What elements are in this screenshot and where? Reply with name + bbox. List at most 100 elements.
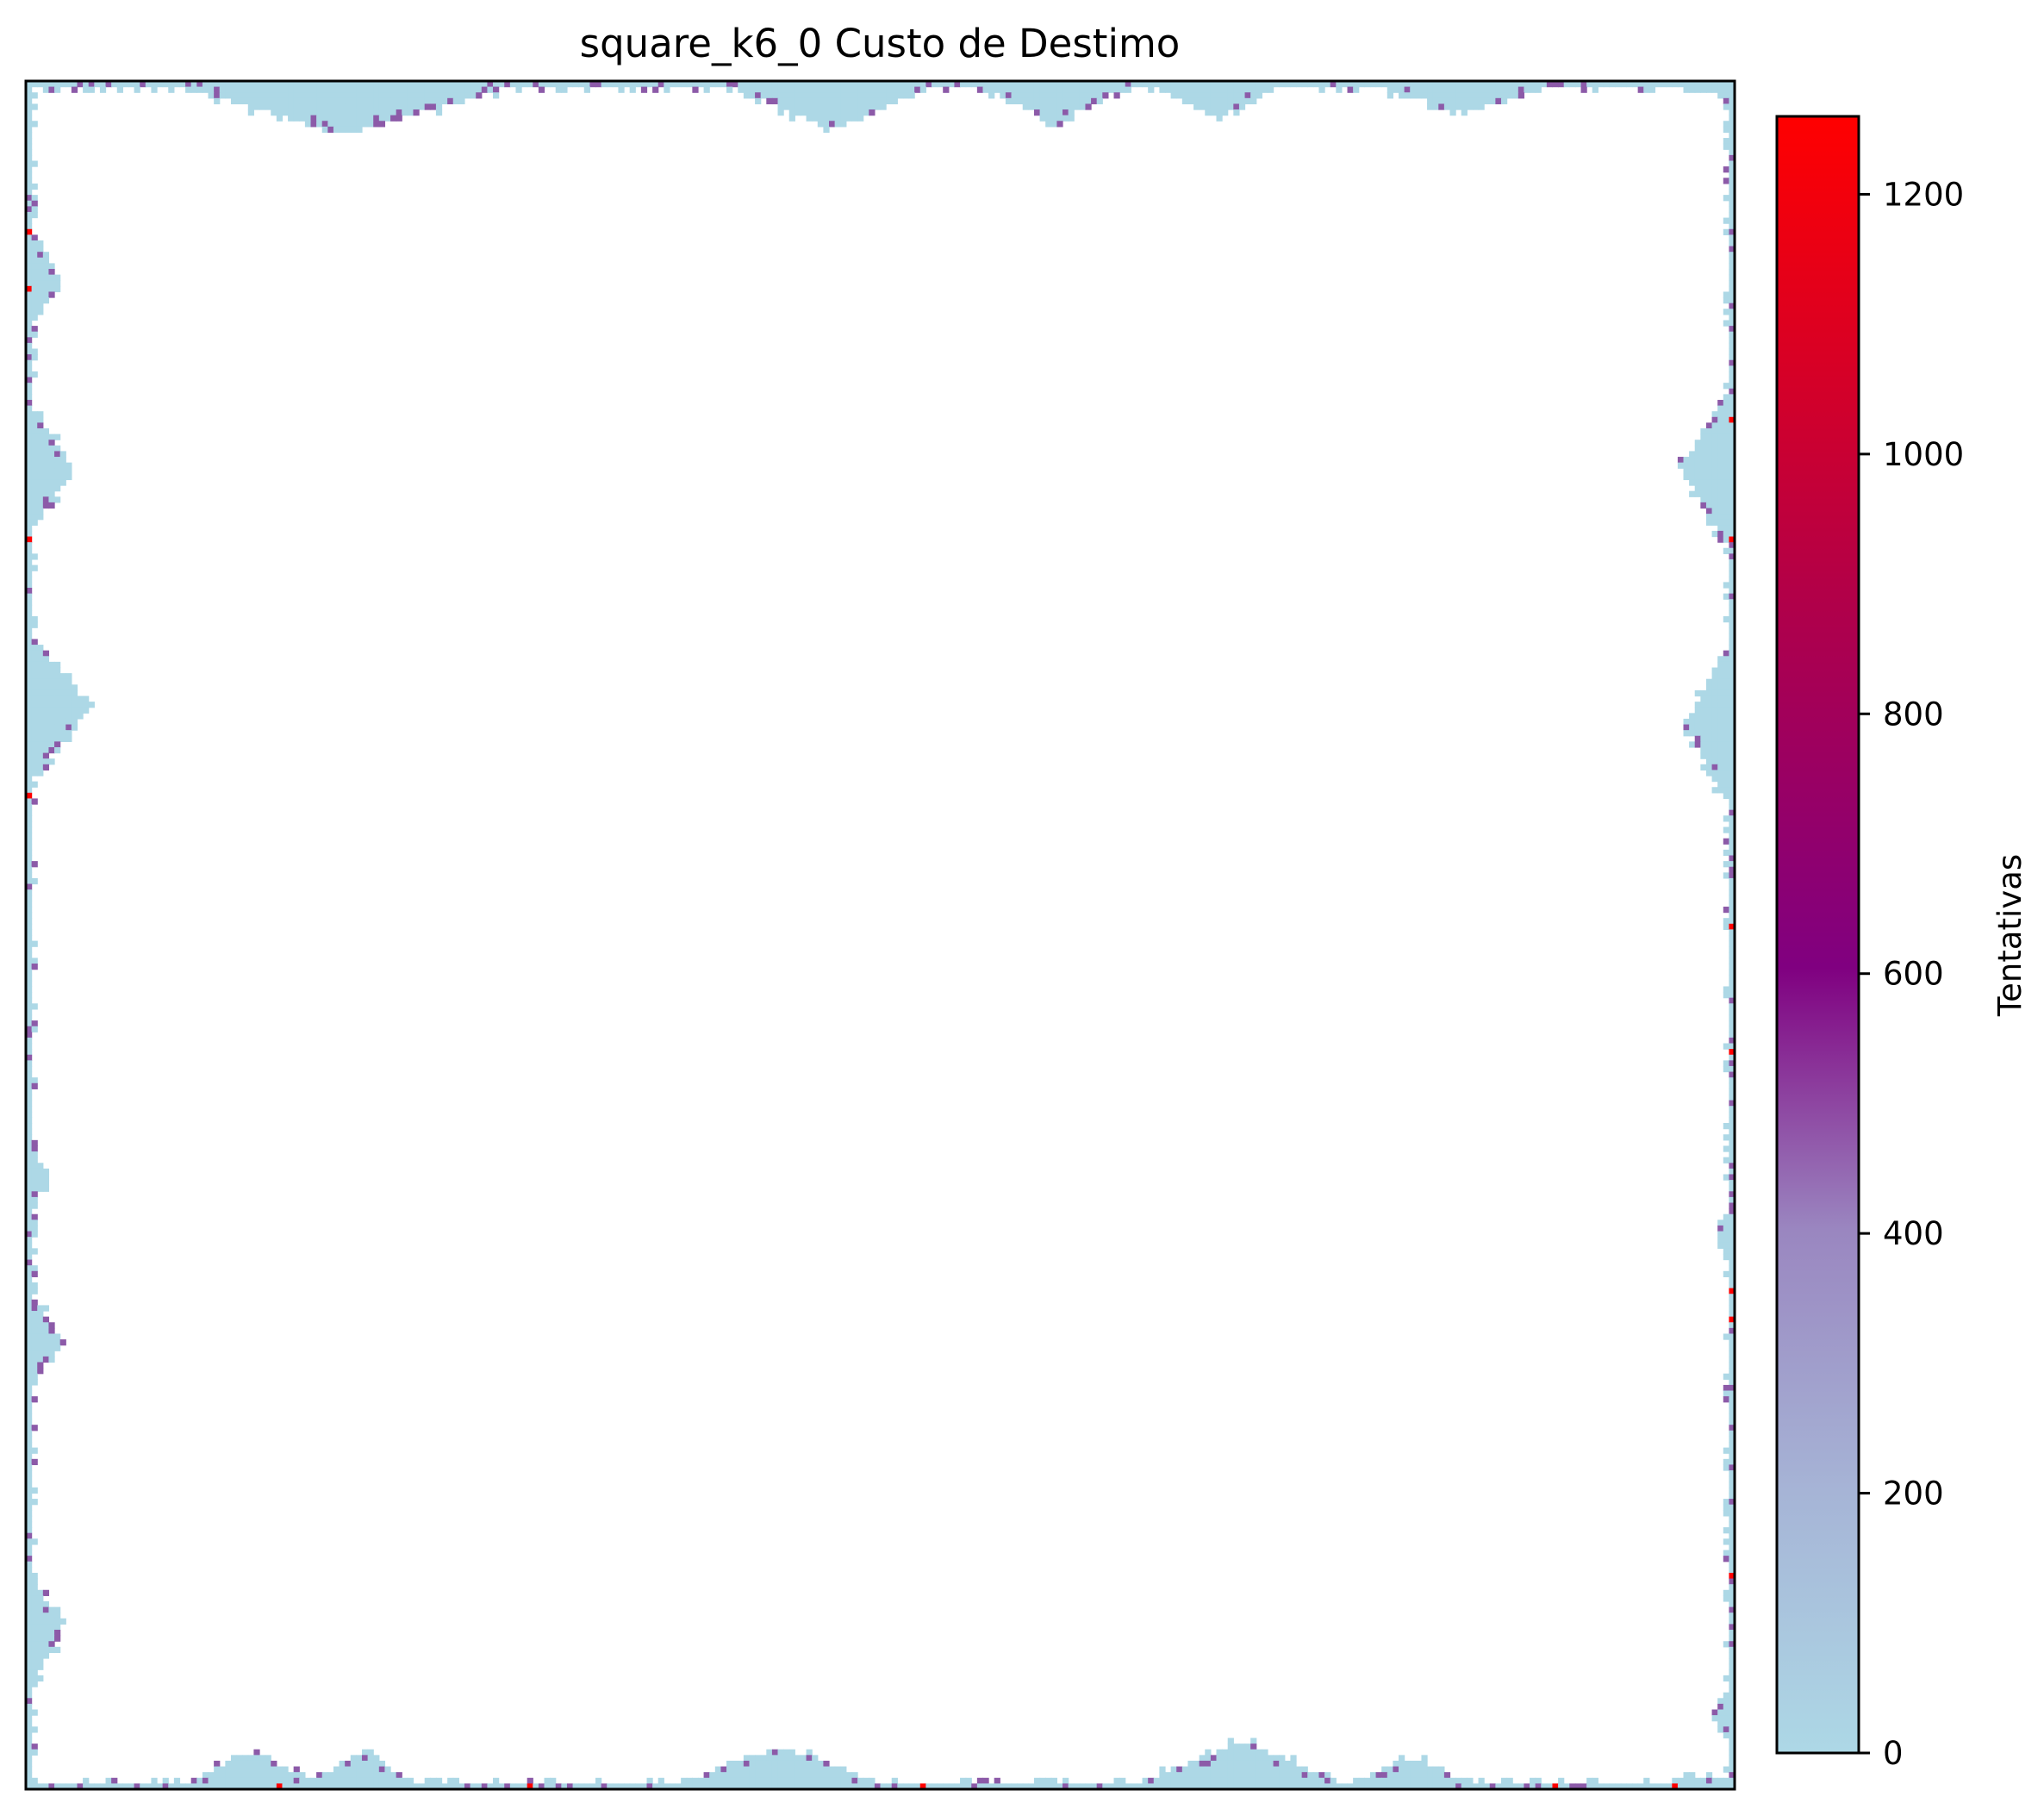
heatmap-cell xyxy=(1729,1777,1735,1784)
heatmap-cell xyxy=(1238,1766,1246,1773)
heatmap-cell xyxy=(976,86,984,93)
heatmap-cell xyxy=(1729,1584,1735,1591)
heatmap-cell xyxy=(1729,809,1735,816)
heatmap-cell xyxy=(37,514,44,521)
heatmap-cell xyxy=(310,115,317,122)
heatmap-cell xyxy=(1729,558,1735,566)
heatmap-cell xyxy=(384,109,391,116)
heatmap-cell xyxy=(1729,833,1735,839)
heatmap-cell xyxy=(766,1755,773,1762)
heatmap-cell xyxy=(777,103,784,110)
heatmap-cell xyxy=(1705,434,1713,440)
heatmap-cell xyxy=(54,667,61,674)
heatmap-cell xyxy=(1723,126,1729,134)
heatmap-cell xyxy=(253,1766,260,1773)
heatmap-cell xyxy=(857,103,864,110)
heatmap-cell xyxy=(1387,81,1393,88)
heatmap-cell xyxy=(458,86,465,93)
heatmap-cell xyxy=(1729,178,1735,184)
heatmap-cell xyxy=(1205,1783,1212,1789)
heatmap-cell xyxy=(1729,1220,1735,1226)
heatmap-cell xyxy=(48,81,55,88)
heatmap-cell xyxy=(812,103,819,110)
heatmap-cell xyxy=(37,645,44,652)
heatmap-cell xyxy=(71,689,78,697)
heatmap-cell xyxy=(1723,508,1729,515)
heatmap-cell xyxy=(1729,86,1735,93)
heatmap-cell xyxy=(48,496,55,503)
heatmap-cell xyxy=(310,121,317,128)
heatmap-cell xyxy=(26,217,33,224)
heatmap-cell xyxy=(54,684,61,691)
heatmap-cell xyxy=(31,309,38,315)
heatmap-cell xyxy=(1022,81,1029,88)
heatmap-cell xyxy=(845,103,853,110)
heatmap-cell xyxy=(1050,115,1058,122)
heatmap-cell xyxy=(1729,1237,1735,1244)
heatmap-cell xyxy=(1022,103,1029,110)
heatmap-cell xyxy=(42,1174,50,1181)
heatmap-cell xyxy=(1723,1692,1729,1699)
heatmap-cell xyxy=(550,1777,557,1784)
heatmap-cell xyxy=(840,115,847,122)
heatmap-cell xyxy=(42,280,50,287)
heatmap-cell xyxy=(345,81,352,88)
heatmap-cell xyxy=(31,1282,38,1289)
heatmap-cell xyxy=(1541,1783,1548,1789)
heatmap-cell xyxy=(26,1698,33,1705)
heatmap-cell xyxy=(339,86,346,93)
heatmap-cell xyxy=(1233,1772,1240,1779)
heatmap-cell xyxy=(1256,1760,1262,1768)
heatmap-cell xyxy=(327,103,334,110)
heatmap-cell xyxy=(1324,1777,1331,1784)
heatmap-cell xyxy=(37,508,44,515)
heatmap-cell xyxy=(350,97,357,105)
heatmap-cell xyxy=(1495,1783,1502,1789)
heatmap-cell xyxy=(65,473,72,481)
heatmap-cell xyxy=(1717,411,1724,418)
heatmap-cell xyxy=(26,684,33,691)
heatmap-cell xyxy=(157,81,164,88)
heatmap-cell xyxy=(1056,115,1063,122)
heatmap-cell xyxy=(83,86,90,93)
heatmap-cell xyxy=(1404,81,1411,88)
heatmap-cell xyxy=(1723,906,1729,914)
heatmap-cell xyxy=(1438,86,1445,93)
heatmap-cell xyxy=(589,81,596,88)
heatmap-cell xyxy=(1700,702,1707,708)
heatmap-cell xyxy=(83,1783,90,1789)
heatmap-cell xyxy=(1729,593,1735,600)
heatmap-cell xyxy=(1711,667,1718,674)
heatmap-cell xyxy=(1694,741,1701,748)
heatmap-cell xyxy=(726,81,733,88)
heatmap-cell xyxy=(26,109,33,116)
heatmap-cell xyxy=(1273,81,1280,88)
heatmap-cell xyxy=(31,673,38,680)
heatmap-cell xyxy=(1033,97,1041,105)
heatmap-cell xyxy=(48,758,55,765)
heatmap-cell xyxy=(26,1641,33,1648)
heatmap-cell xyxy=(1723,861,1729,868)
heatmap-cell xyxy=(1273,1766,1280,1773)
heatmap-cell xyxy=(26,1128,33,1135)
heatmap-cell xyxy=(1729,889,1735,896)
heatmap-cell xyxy=(71,724,78,731)
heatmap-cell xyxy=(1723,1556,1729,1563)
heatmap-cell xyxy=(1672,1783,1679,1789)
heatmap-cell xyxy=(225,1766,232,1773)
heatmap-cell xyxy=(361,103,369,110)
heatmap-cell xyxy=(145,81,153,88)
heatmap-cell xyxy=(1729,434,1735,440)
heatmap-cell xyxy=(1432,1777,1439,1784)
heatmap-cell xyxy=(943,86,950,93)
heatmap-cell xyxy=(65,673,72,680)
heatmap-cell xyxy=(424,92,431,99)
heatmap-cell xyxy=(788,1777,795,1784)
heatmap-cell xyxy=(31,1196,38,1204)
heatmap-cell xyxy=(1233,92,1240,99)
heatmap-cell xyxy=(26,365,33,372)
heatmap-cell xyxy=(1238,1749,1246,1756)
heatmap-cell xyxy=(31,1145,38,1152)
heatmap-cell xyxy=(1256,86,1262,93)
heatmap-cell xyxy=(402,103,408,110)
